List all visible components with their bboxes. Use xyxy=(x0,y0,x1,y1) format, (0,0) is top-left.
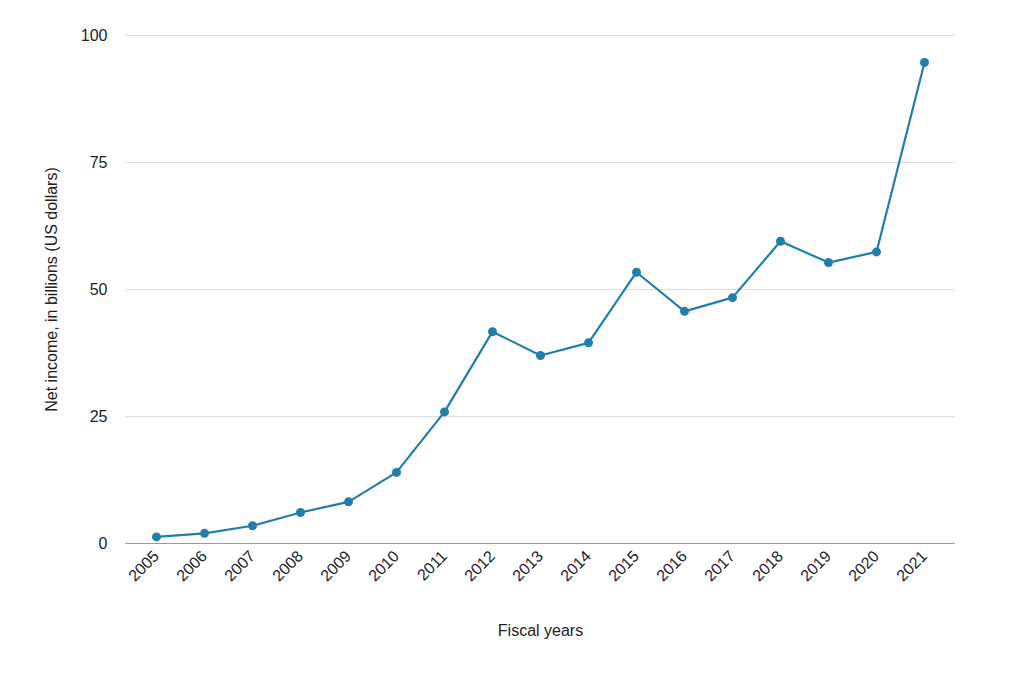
svg-text:2010: 2010 xyxy=(365,547,402,584)
svg-text:2021: 2021 xyxy=(893,547,930,584)
svg-text:100: 100 xyxy=(81,27,108,44)
svg-text:Net income, in billions (US do: Net income, in billions (US dollars) xyxy=(43,167,60,412)
svg-text:Fiscal years: Fiscal years xyxy=(498,622,583,639)
svg-text:2017: 2017 xyxy=(701,547,738,584)
svg-text:25: 25 xyxy=(90,408,108,425)
svg-text:50: 50 xyxy=(90,281,108,298)
svg-text:2005: 2005 xyxy=(125,547,162,584)
svg-text:2015: 2015 xyxy=(605,547,642,584)
svg-text:2019: 2019 xyxy=(797,547,834,584)
svg-text:2008: 2008 xyxy=(269,547,306,584)
svg-text:2009: 2009 xyxy=(317,547,354,584)
svg-text:2007: 2007 xyxy=(221,547,258,584)
svg-text:2012: 2012 xyxy=(461,547,498,584)
svg-text:2013: 2013 xyxy=(509,547,546,584)
svg-text:2011: 2011 xyxy=(414,547,450,583)
svg-text:0: 0 xyxy=(99,535,108,552)
svg-text:2014: 2014 xyxy=(557,547,594,584)
svg-text:2020: 2020 xyxy=(845,547,882,584)
svg-text:2016: 2016 xyxy=(653,547,690,584)
svg-text:2006: 2006 xyxy=(173,547,210,584)
svg-text:2018: 2018 xyxy=(749,547,786,584)
svg-text:75: 75 xyxy=(90,154,108,171)
